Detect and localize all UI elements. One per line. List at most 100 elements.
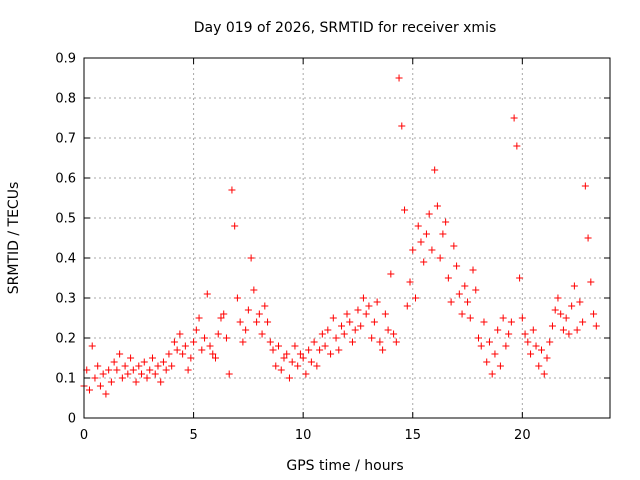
data-point	[488, 370, 496, 378]
y-tick-label: 0	[68, 412, 76, 427]
data-point	[307, 358, 315, 366]
data-point	[540, 370, 548, 378]
data-point	[217, 314, 225, 322]
data-point	[335, 346, 343, 354]
data-point	[565, 330, 573, 338]
data-point	[527, 350, 535, 358]
data-point	[233, 294, 241, 302]
data-point	[329, 314, 337, 322]
data-point	[332, 334, 340, 342]
data-point	[379, 346, 387, 354]
data-point	[296, 350, 304, 358]
y-tick-label: 0.4	[55, 252, 76, 267]
data-point	[436, 254, 444, 262]
data-point	[464, 298, 472, 306]
data-point	[85, 386, 93, 394]
x-tick-label: 15	[404, 428, 421, 443]
data-point	[206, 342, 214, 350]
data-point	[179, 350, 187, 358]
plot-frame	[83, 57, 611, 419]
data-point	[346, 318, 354, 326]
data-point	[187, 354, 195, 362]
data-point	[198, 346, 206, 354]
data-point	[105, 366, 113, 374]
data-point	[568, 302, 576, 310]
data-point	[395, 74, 403, 82]
data-point	[313, 362, 321, 370]
data-point	[365, 302, 373, 310]
data-point	[417, 238, 425, 246]
data-point	[370, 318, 378, 326]
data-point	[576, 298, 584, 306]
data-points	[80, 74, 600, 398]
data-point	[548, 322, 556, 330]
data-point	[148, 354, 156, 362]
data-point	[302, 370, 310, 378]
data-point	[433, 202, 441, 210]
data-point	[99, 370, 107, 378]
data-point	[176, 330, 184, 338]
data-point	[587, 278, 595, 286]
data-point	[277, 366, 285, 374]
data-point	[91, 374, 99, 382]
data-point	[573, 326, 581, 334]
data-point	[543, 354, 551, 362]
data-point	[214, 330, 222, 338]
data-point	[559, 326, 567, 334]
data-point	[88, 342, 96, 350]
data-point	[236, 318, 244, 326]
data-point	[499, 314, 507, 322]
data-point	[118, 374, 126, 382]
data-point	[124, 370, 132, 378]
x-tick-label: 0	[80, 428, 88, 443]
data-point	[524, 338, 532, 346]
data-point	[461, 282, 469, 290]
data-point	[135, 362, 143, 370]
chart-title: Day 019 of 2026, SRMTID for receiver xmi…	[194, 20, 497, 36]
data-point	[195, 314, 203, 322]
data-point	[272, 362, 280, 370]
data-point	[562, 314, 570, 322]
data-point	[590, 310, 598, 318]
data-point	[170, 338, 178, 346]
data-point	[324, 326, 332, 334]
data-point	[138, 370, 146, 378]
data-point	[477, 342, 485, 350]
data-point	[299, 354, 307, 362]
data-point	[354, 306, 362, 314]
data-point	[127, 354, 135, 362]
data-point	[381, 310, 389, 318]
data-point	[510, 114, 518, 122]
data-point	[110, 358, 118, 366]
data-point	[392, 338, 400, 346]
data-point	[247, 254, 255, 262]
x-tick-labels: 0 5 10 15 20	[80, 428, 531, 443]
data-point	[538, 346, 546, 354]
data-point	[231, 222, 239, 230]
data-point	[521, 330, 529, 338]
data-point	[496, 362, 504, 370]
data-point	[439, 230, 447, 238]
data-point	[288, 358, 296, 366]
data-point	[280, 354, 288, 362]
data-point	[494, 326, 502, 334]
data-point	[428, 246, 436, 254]
data-point	[348, 338, 356, 346]
data-point	[258, 330, 266, 338]
data-point	[250, 286, 258, 294]
data-point	[373, 298, 381, 306]
data-point	[222, 334, 230, 342]
data-point	[529, 326, 537, 334]
data-point	[275, 342, 283, 350]
x-tick-label: 5	[189, 428, 197, 443]
data-point	[121, 362, 129, 370]
data-point	[294, 362, 302, 370]
data-point	[255, 310, 263, 318]
data-point	[450, 242, 458, 250]
data-point	[96, 382, 104, 390]
data-point	[132, 378, 140, 386]
data-point	[398, 122, 406, 130]
data-point	[384, 326, 392, 334]
data-point	[444, 274, 452, 282]
